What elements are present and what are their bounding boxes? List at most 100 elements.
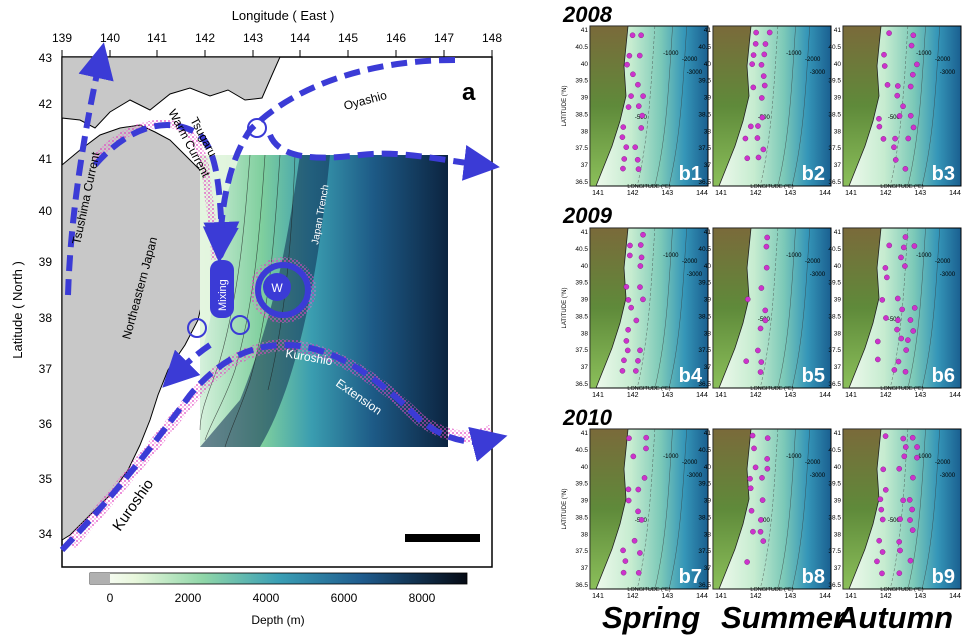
- station-dot: [877, 496, 884, 503]
- station-dot: [623, 284, 630, 290]
- lat-tick: 37.5: [698, 347, 711, 354]
- station-dot: [755, 123, 761, 129]
- seasonal-panel: -1000-2000 -3000 -500 b8 141 142 143 144 LONGITU…: [698, 428, 832, 600]
- lon-axis-title: LONGITUDE (°E): [627, 386, 670, 392]
- station-dot: [879, 570, 885, 577]
- lon-tick: 142: [627, 190, 639, 197]
- lon-tick: 143: [661, 593, 673, 600]
- station-dot: [881, 51, 887, 58]
- lon-tick: 142: [627, 593, 639, 600]
- station-dot: [763, 243, 770, 250]
- lat-tick: 37.5: [828, 347, 841, 354]
- station-dot: [748, 123, 754, 130]
- lat-tick: 38: [834, 128, 842, 135]
- station-dot: [626, 52, 633, 59]
- lon-tick: 141: [592, 392, 604, 399]
- contour-label: -3000: [687, 473, 703, 479]
- station-dot: [637, 284, 643, 290]
- station-dot: [620, 547, 626, 554]
- lat-tick: 37: [834, 565, 842, 572]
- seasonal-panel: -1000-2000 -3000 -500 b3 141 142 143 144 LONGITU…: [828, 25, 962, 197]
- station-dot: [750, 52, 757, 58]
- colorbar-tick: 4000: [253, 591, 280, 605]
- station-dot: [631, 537, 638, 544]
- station-dot: [879, 549, 886, 555]
- station-dot: [903, 347, 909, 353]
- lat-tick: 37.5: [698, 548, 711, 555]
- lat-tick: 37: [834, 162, 842, 169]
- lat-axis-title: LATITUDE (°N): [562, 288, 568, 329]
- station-dot: [910, 71, 916, 78]
- lon-tick: 142: [880, 593, 892, 600]
- station-dot: [910, 474, 916, 481]
- station-dot: [762, 41, 769, 47]
- lat-tick: 39.5: [828, 78, 841, 85]
- station-dot: [749, 432, 756, 439]
- station-dot: [635, 486, 642, 493]
- station-dot: [749, 61, 755, 67]
- station-dot: [627, 242, 633, 249]
- lat-tick: 40.5: [698, 447, 711, 454]
- season-label-autumn: Autumn: [836, 600, 954, 635]
- station-dot: [896, 465, 903, 472]
- lon-tick: 143: [914, 190, 926, 197]
- lat-tick: 36.5: [575, 179, 588, 186]
- contour-label: -1000: [786, 51, 802, 57]
- lat-tick: 40: [834, 464, 842, 471]
- lon-tick: 140: [100, 31, 120, 45]
- contour-label: -3000: [940, 272, 956, 278]
- lat-tick: 38: [581, 330, 589, 337]
- station-dot: [914, 454, 920, 461]
- station-dot: [747, 485, 754, 492]
- contour-label: -500: [888, 518, 901, 524]
- station-dot: [638, 254, 645, 261]
- station-dot: [882, 487, 889, 493]
- station-dot: [630, 71, 636, 78]
- station-dot: [635, 508, 641, 515]
- station-dot: [635, 103, 642, 109]
- tsugaru-current-arrow: [92, 122, 240, 258]
- station-dot: [766, 29, 773, 36]
- lat-tick: 41: [834, 430, 842, 437]
- lon-axis-title: LONGITUDE (°E): [880, 184, 923, 190]
- mixing-label: Mixing: [217, 279, 229, 311]
- lat-tick: 40.5: [575, 44, 588, 51]
- year-label-2008: 2008: [563, 2, 612, 27]
- station-dot: [625, 486, 632, 493]
- station-dot: [753, 29, 759, 36]
- station-dot: [875, 356, 881, 363]
- panel-label: b7: [679, 566, 702, 588]
- seasonal-panel: -1000-2000 -3000 b4 141 142 143 144 LONGITUDE (…: [562, 227, 709, 399]
- lat-tick: 40: [704, 263, 712, 270]
- station-dot: [896, 570, 903, 576]
- lon-tick: 141: [715, 190, 727, 197]
- contour-label: -1000: [786, 253, 802, 259]
- station-dot: [640, 231, 646, 238]
- lat-tick: 40: [581, 263, 589, 270]
- station-dot: [900, 103, 906, 110]
- station-dot: [909, 434, 916, 441]
- station-dot: [880, 136, 887, 142]
- lat-tick: 39: [704, 95, 712, 102]
- year-label-2010: 2010: [563, 405, 612, 430]
- seasonal-panel: -1000-2000-3000-500b5141142143144LONGITU…: [698, 227, 832, 399]
- station-dot: [898, 335, 905, 342]
- contour-label: -3000: [810, 272, 826, 278]
- lat-tick: 40: [834, 263, 842, 270]
- station-dot: [914, 61, 920, 68]
- station-dot: [894, 326, 900, 333]
- lat-tick: 40: [581, 61, 589, 68]
- lat-tick: 37.5: [575, 145, 588, 152]
- station-dot: [882, 265, 889, 271]
- lon-tick: 141: [715, 392, 727, 399]
- lon-tick: 143: [661, 190, 673, 197]
- colorbar-tick: 8000: [409, 591, 436, 605]
- station-dot: [760, 146, 767, 153]
- station-dot: [619, 368, 626, 374]
- lat-tick: 38: [39, 311, 53, 325]
- seasonal-panel: -1000-2000-3000-500b2141142143144LONGITU…: [698, 25, 832, 197]
- station-dot: [886, 242, 893, 249]
- station-dot: [895, 358, 902, 365]
- lon-axis-title: LONGITUDE (°E): [627, 184, 670, 190]
- lon-axis-title: LONGITUDE (°E): [750, 184, 793, 190]
